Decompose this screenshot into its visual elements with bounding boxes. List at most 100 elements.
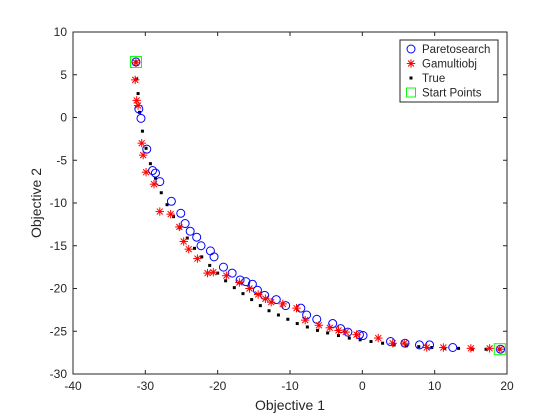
paretosearch-point [176, 208, 186, 218]
gamultiobj-point [422, 343, 431, 352]
paretosearch-point [271, 295, 281, 305]
gamultiobj-point [131, 58, 141, 67]
true-point [258, 304, 262, 308]
legend-label-paretosearch: Paretosearch [422, 44, 490, 56]
x-tick-label: -40 [64, 379, 82, 393]
gamultiobj-point [222, 271, 231, 280]
gamultiobj-point [466, 344, 476, 353]
y-axis-label: Objective 2 [28, 168, 44, 238]
true-point [232, 286, 236, 290]
gamultiobj-point [261, 294, 270, 303]
legend: Paretosearch Gamultiobj True Start Points [399, 39, 499, 103]
paretosearch-point [150, 168, 160, 178]
x-tick-label: -20 [209, 379, 227, 393]
gamultiobj-point [155, 207, 164, 216]
legend-marker-start-points [406, 87, 416, 98]
true-point [159, 191, 163, 195]
paretosearch-point [185, 226, 195, 236]
paretosearch-point [136, 113, 146, 123]
true-point [358, 338, 362, 342]
x-tick-label: -30 [137, 379, 155, 393]
paretosearch-point [196, 241, 206, 251]
gamultiobj-point [193, 254, 202, 263]
gamultiobj-point [253, 290, 263, 299]
series-start-points [129, 55, 506, 356]
legend-entry-paretosearch: Paretosearch [406, 44, 490, 56]
gamultiobj-point [141, 168, 151, 177]
true-point [267, 309, 271, 313]
gamultiobj-point [400, 339, 409, 348]
legend-entry-true: True [409, 73, 445, 85]
true-point [216, 271, 220, 275]
true-point [224, 279, 228, 283]
true-point [286, 317, 290, 321]
gamultiobj-point [325, 323, 334, 333]
gamultiobj-point [334, 326, 343, 335]
true-point [326, 331, 330, 335]
true-point [241, 292, 245, 296]
gamultiobj-point [179, 237, 188, 246]
y-tick-label: -5 [56, 153, 67, 167]
true-point [336, 334, 340, 338]
paretosearch-point [166, 196, 176, 206]
gamultiobj-point [314, 321, 324, 330]
x-axis-label: Objective 1 [255, 397, 325, 413]
gamultiobj-point [138, 150, 148, 160]
gamultiobj-point [209, 268, 218, 277]
data-marks [129, 55, 506, 356]
y-tick-label: 5 [60, 68, 67, 82]
true-point [369, 340, 373, 344]
paretosearch-point [425, 340, 435, 350]
x-tick-label: -10 [281, 379, 299, 393]
paretosearch-point [155, 177, 165, 187]
true-point [347, 336, 351, 340]
true-point [295, 322, 299, 326]
y-tick-label: -15 [50, 239, 68, 253]
paretosearch-point [358, 331, 368, 341]
true-point [417, 345, 421, 349]
x-tick-label: 20 [500, 379, 514, 393]
gamultiobj-point [278, 299, 287, 309]
y-tick-label: 10 [54, 25, 68, 39]
true-point [136, 92, 140, 96]
y-tick-label: 0 [60, 111, 67, 125]
true-point [140, 129, 144, 133]
gamultiobj-point [292, 303, 301, 313]
paretosearch-point [235, 275, 245, 285]
true-point [484, 347, 488, 351]
x-tick-label: 0 [359, 379, 366, 393]
gamultiobj-point [203, 268, 212, 278]
legend-entry-gamultiobj: Gamultiobj [406, 59, 477, 71]
y-tick-label: -20 [50, 282, 68, 296]
start-points-point [129, 55, 142, 68]
gamultiobj-point [485, 344, 494, 353]
true-point [208, 263, 212, 267]
true-point [315, 328, 319, 332]
gamultiobj-point [439, 343, 448, 352]
gamultiobj-point [495, 345, 504, 354]
true-point [457, 346, 461, 350]
gamultiobj-point [235, 278, 244, 287]
gamultiobj-point [245, 284, 254, 293]
gamultiobj-point [132, 96, 141, 105]
true-point [430, 345, 434, 349]
gamultiobj-point [149, 179, 159, 189]
gamultiobj-point [352, 330, 361, 339]
paretosearch-point [180, 219, 190, 229]
gamultiobj-point [175, 222, 184, 232]
legend-label-start-points: Start Points [422, 88, 482, 100]
gamultiobj-point [131, 75, 140, 85]
paretosearch-point [192, 232, 202, 242]
paretosearch-point [142, 144, 152, 154]
paretosearch-point [209, 252, 219, 262]
true-point [305, 325, 309, 329]
paretosearch-point [218, 262, 228, 272]
true-point [200, 255, 204, 259]
gamultiobj-point [266, 297, 276, 307]
paretosearch-point [241, 277, 251, 287]
gamultiobj-point [388, 339, 397, 348]
gamultiobj-point [341, 327, 350, 337]
paretosearch-point [227, 268, 237, 278]
y-tick-label: -25 [50, 324, 68, 338]
